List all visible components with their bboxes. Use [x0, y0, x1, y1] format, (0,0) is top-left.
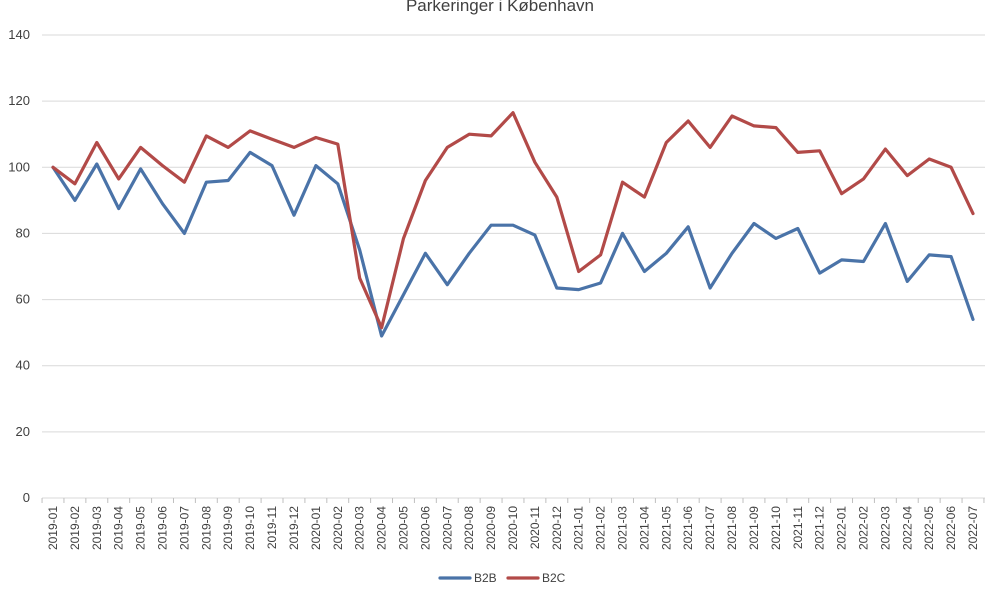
- x-tick-label: 2019-08: [199, 506, 213, 550]
- x-tick-label: 2022-04: [900, 506, 914, 550]
- y-tick-label: 100: [8, 159, 30, 174]
- y-tick-label: 140: [8, 27, 30, 42]
- x-tick-label: 2022-03: [878, 506, 892, 550]
- legend-label-b2c: B2C: [542, 571, 566, 585]
- series-line-b2b: [51, 150, 975, 338]
- x-tick-label: 2019-11: [265, 506, 279, 549]
- x-tick-label: 2020-05: [396, 506, 410, 550]
- x-tick-label: 2021-06: [681, 506, 695, 550]
- x-tick-label: 2019-01: [46, 506, 60, 550]
- x-tick-label: 2020-03: [353, 506, 367, 550]
- x-tick-label: 2019-05: [134, 506, 148, 550]
- x-tick-label: 2021-12: [813, 506, 827, 550]
- x-tick-label: 2021-05: [659, 506, 673, 550]
- y-tick-label: 60: [16, 292, 30, 307]
- x-tick-label: 2021-04: [637, 506, 651, 550]
- x-tick-label: 2021-07: [703, 506, 717, 550]
- x-tick-label: 2020-02: [331, 506, 345, 550]
- legend: B2B B2C: [438, 571, 566, 585]
- y-tick-label: 120: [8, 93, 30, 108]
- legend-label-b2b: B2B: [474, 571, 497, 585]
- series-line-b2c: [51, 111, 975, 330]
- x-tick-label: 2021-11: [791, 506, 805, 549]
- x-tick-label: 2020-07: [440, 506, 454, 550]
- x-tick-label: 2020-10: [506, 506, 520, 550]
- x-tick-label: 2020-09: [484, 506, 498, 550]
- x-tick-label: 2020-04: [375, 506, 389, 550]
- x-tick-label: 2022-07: [966, 506, 980, 550]
- y-tick-label: 0: [23, 490, 30, 505]
- x-tick-label: 2021-02: [594, 506, 608, 550]
- x-tick-label: 2019-03: [90, 506, 104, 550]
- gridlines: [42, 34, 985, 499]
- x-tick-label: 2021-03: [616, 506, 630, 550]
- x-tick-label: 2020-06: [418, 506, 432, 550]
- x-tick-label: 2021-09: [747, 506, 761, 550]
- x-tick-label: 2019-10: [243, 506, 257, 550]
- y-tick-label: 20: [16, 424, 30, 439]
- series-lines: [51, 111, 975, 338]
- x-tick-label: 2020-08: [462, 506, 476, 550]
- x-tick-label: 2019-06: [156, 506, 170, 550]
- x-tick-label: 2021-10: [769, 506, 783, 550]
- x-tick-label: 2021-01: [572, 506, 586, 550]
- x-tick-label: 2020-01: [309, 506, 323, 550]
- x-tick-label: 2019-09: [221, 506, 235, 550]
- x-tick-label: 2022-02: [856, 506, 870, 550]
- y-tick-label: 40: [16, 358, 30, 373]
- x-tick-label: 2019-04: [112, 506, 126, 550]
- x-tick-label: 2019-12: [287, 506, 301, 550]
- x-tick-label: 2020-11: [528, 506, 542, 549]
- x-tick-label: 2022-06: [944, 506, 958, 550]
- x-axis-ticks: 2019-01 2019-02 2019-03 2019-04 2019-05 2019-…: [41, 498, 985, 550]
- y-axis-ticks: 0 20 40 60 80 100 120 140: [8, 27, 30, 505]
- chart-title: Parkeringer i København: [406, 0, 594, 15]
- x-tick-label: 2022-01: [835, 506, 849, 550]
- x-tick-label: 2021-08: [725, 506, 739, 550]
- x-tick-label: 2022-05: [922, 506, 936, 550]
- x-tick-label: 2020-12: [550, 506, 564, 550]
- y-tick-label: 80: [16, 225, 30, 240]
- x-tick-label: 2019-07: [177, 506, 191, 550]
- x-tick-label: 2019-02: [68, 506, 82, 550]
